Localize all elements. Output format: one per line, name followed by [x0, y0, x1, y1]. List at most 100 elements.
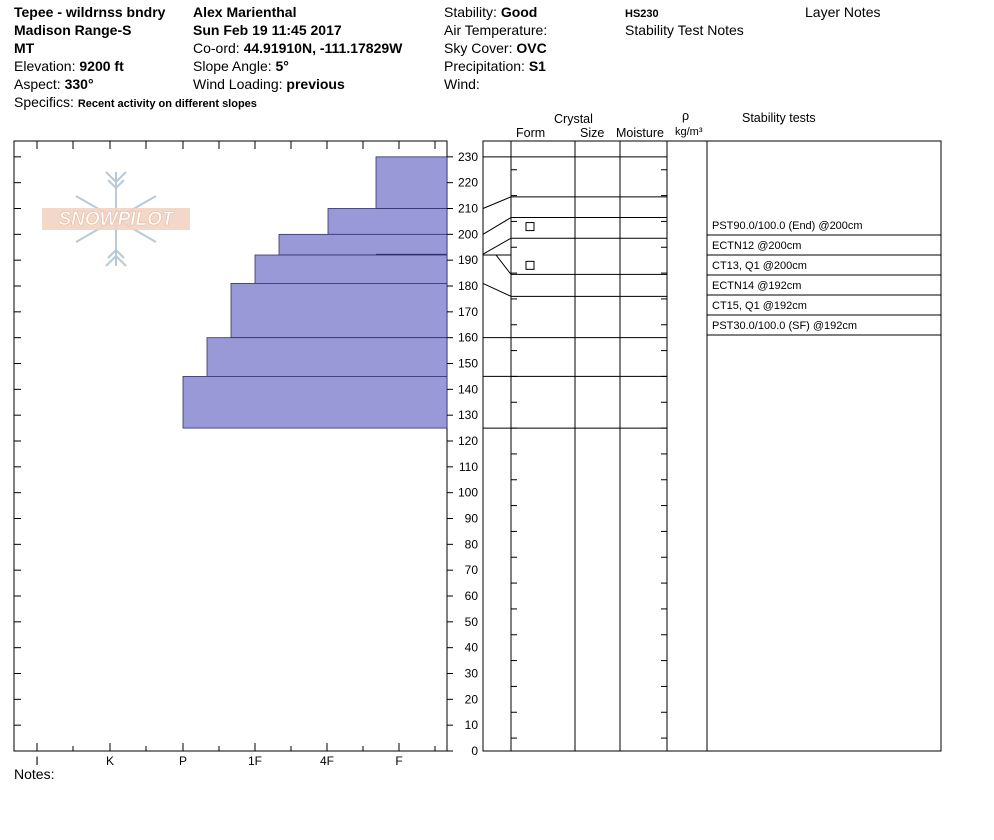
depth-tick-label: 0: [471, 744, 478, 758]
wind-loading: Wind Loading: previous: [193, 75, 345, 93]
layer-connector: [483, 254, 512, 275]
hardness-bar: [375, 156, 448, 209]
moisture-header: Moisture: [616, 126, 664, 140]
slope-value: 5°: [275, 58, 289, 74]
specifics-label: Specifics:: [14, 94, 74, 110]
aspect-label: Aspect:: [14, 76, 61, 92]
stability-test-entry: PST30.0/100.0 (SF) @192cm: [712, 320, 857, 332]
hardness-tick-label: K: [106, 754, 114, 768]
depth-tick-label: 20: [465, 692, 479, 706]
specifics-value: Recent activity on different slopes: [77, 98, 257, 110]
depth-tick-label: 190: [458, 253, 478, 267]
precip-label: Precipitation:: [444, 58, 525, 74]
sky-label: Sky Cover:: [444, 40, 513, 56]
stability-label: Stability:: [444, 4, 497, 20]
coord-value: 44.91910N, -111.17829W: [243, 40, 403, 56]
grid-frame: [482, 140, 942, 752]
depth-tick-label: 200: [458, 227, 478, 241]
size-header: Size: [580, 126, 605, 140]
layer-connector: [482, 217, 512, 235]
hardness-bar: [182, 376, 448, 429]
wind-loading-value: previous: [286, 76, 345, 92]
depth-tick-label: 170: [458, 305, 478, 319]
hardness-bar: [230, 283, 448, 339]
hardness-tick-label: P: [179, 754, 187, 768]
layer-connector: [482, 282, 512, 297]
depth-tick-label: 180: [458, 279, 478, 293]
coordinates: Co-ord: 44.91910N, -111.17829W: [193, 39, 402, 57]
depth-tick-label: 50: [465, 615, 479, 629]
stability-test-entry: ECTN14 @192cm: [712, 280, 801, 292]
stability: Stability: Good: [444, 3, 537, 21]
hardness-tick-label: 4F: [320, 754, 334, 768]
elevation-label: Elevation:: [14, 58, 76, 74]
aspect: Aspect: 330°: [14, 75, 94, 93]
hardness-plot-frame: [13, 140, 448, 752]
depth-tick-label: 90: [465, 512, 479, 526]
depth-tick-label: 70: [465, 563, 479, 577]
elevation-value: 9200 ft: [79, 58, 124, 74]
range-name: Madison Range-S: [14, 22, 132, 38]
layer-connector: [482, 196, 512, 209]
depth-tick-label: 10: [465, 718, 479, 732]
snow-height: HS230: [625, 8, 659, 20]
slope-angle: Slope Angle: 5°: [193, 57, 289, 75]
sky-value: OVC: [516, 40, 547, 56]
density-unit: kg/m³: [675, 126, 703, 138]
precipitation: Precipitation: S1: [444, 57, 546, 75]
layer-notes-label: Layer Notes: [805, 4, 881, 20]
slope-label: Slope Angle:: [193, 58, 272, 74]
observer-name: Alex Marienthal: [193, 4, 297, 20]
depth-tick-label: 100: [458, 486, 478, 500]
hardness-tick-label: F: [395, 754, 402, 768]
depth-tick-label: 150: [458, 357, 478, 371]
depth-tick-label: 220: [458, 176, 478, 190]
aspect-value: 330°: [64, 76, 94, 92]
form-square-icon: [525, 222, 535, 232]
hardness-bar: [254, 254, 448, 284]
hardness-bar: [206, 337, 448, 377]
depth-tick-label: 30: [465, 667, 479, 681]
specifics: Specifics: Recent activity on different …: [14, 93, 257, 113]
state-name: MT: [14, 40, 35, 56]
depth-tick-label: 160: [458, 331, 478, 345]
form-header: Form: [516, 126, 546, 140]
sky-cover: Sky Cover: OVC: [444, 39, 547, 57]
hardness-bar: [278, 233, 448, 256]
coord-label: Co-ord:: [193, 40, 240, 56]
notes-label: Notes:: [14, 766, 55, 782]
depth-tick-label: 40: [465, 641, 479, 655]
depth-tick-label: 80: [465, 537, 479, 551]
depth-tick-label: 140: [458, 382, 478, 396]
stability-tests-header: Stability tests: [742, 111, 816, 125]
observation-datetime: Sun Feb 19 11:45 2017: [193, 22, 342, 38]
stability-test-notes-label: Stability Test Notes: [625, 22, 744, 38]
depth-tick-label: 60: [465, 589, 479, 603]
crystal-header: Crystal: [554, 112, 593, 126]
location-name: Tepee - wildrnss bndry: [14, 4, 166, 20]
stability-test-entry: CT15, Q1 @192cm: [712, 300, 807, 312]
logo-text: SNOWPILOT: [58, 209, 174, 230]
snowpilot-logo: SNOWPILOT: [42, 171, 190, 267]
air-temperature: Air Temperature:: [444, 22, 548, 38]
hardness-tick-label: 1F: [248, 754, 262, 768]
depth-tick-label: 230: [458, 150, 478, 164]
stability-test-entry: ECTN12 @200cm: [712, 240, 801, 252]
form-square-icon: [525, 260, 535, 270]
stability-test-entry: CT13, Q1 @200cm: [712, 260, 807, 272]
elevation: Elevation: 9200 ft: [14, 57, 124, 75]
wind-loading-label: Wind Loading:: [193, 76, 283, 92]
depth-tick-label: 210: [458, 202, 478, 216]
hardness-tick-label: I: [35, 754, 38, 768]
stability-value: Good: [500, 4, 538, 20]
stability-test-entry: PST90.0/100.0 (End) @200cm: [712, 220, 863, 232]
wind: Wind:: [444, 76, 480, 92]
depth-tick-label: 110: [459, 460, 478, 474]
density-symbol: ρ: [682, 109, 690, 123]
precip-value: S1: [528, 58, 546, 74]
depth-tick-label: 120: [458, 434, 478, 448]
layer-connector: [482, 237, 512, 255]
depth-tick-label: 130: [458, 408, 478, 422]
hardness-bar: [327, 208, 448, 235]
